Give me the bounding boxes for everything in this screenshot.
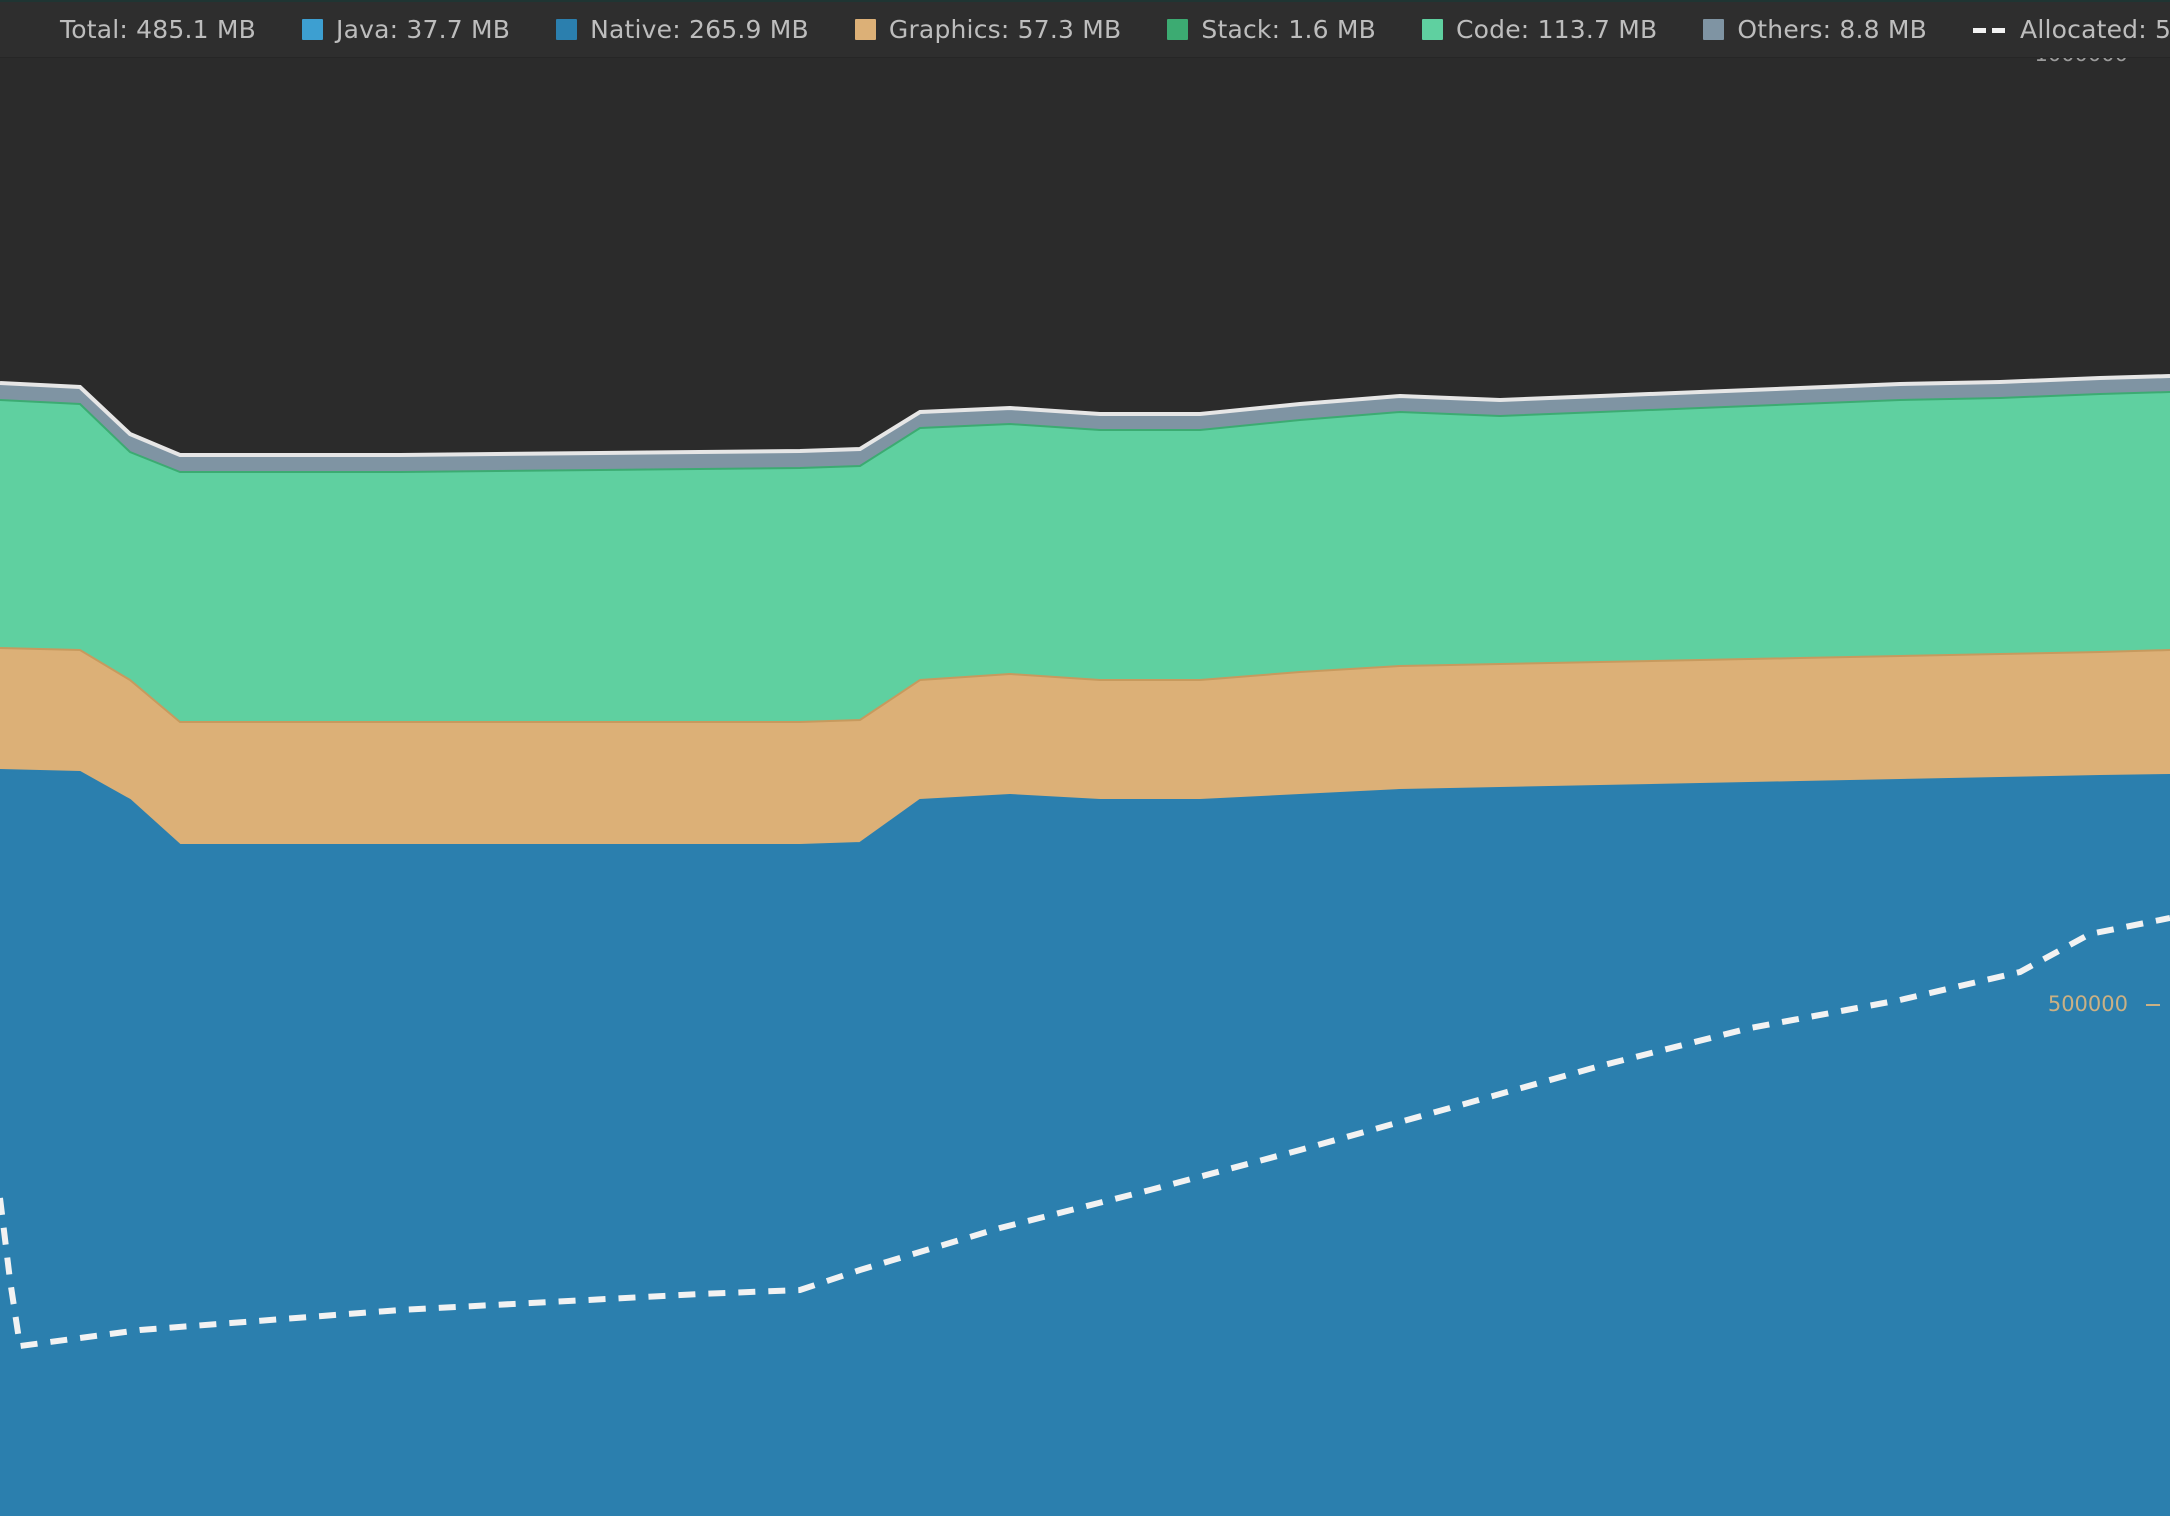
legend-native-label: Native: 265.9 MB [590, 15, 809, 44]
legend-native-swatch-icon [556, 19, 578, 40]
chart-legend: Total: 485.1 MB Java: 37.7 MB Native: 265.… [0, 0, 2170, 58]
dashed-line-icon [1973, 19, 2007, 40]
axis-tick-mid [2146, 1004, 2160, 1006]
area-outline-graphics [0, 647, 2170, 723]
allocated-dashed-line [0, 915, 2170, 1350]
legend-others[interactable]: Others: 8.8 MB [1703, 17, 1927, 42]
legend-graphics-swatch-icon [854, 19, 876, 40]
legend-others-swatch-icon [1703, 19, 1725, 40]
legend-stack[interactable]: Stack: 1.6 MB [1167, 17, 1376, 42]
legend-others-label: Others: 8.8 MB [1737, 15, 1928, 44]
stacked-area-layers [0, 374, 2170, 1516]
legend-total-label: Total: 485.1 MB [60, 15, 256, 44]
legend-code-label: Code: 113.7 MB [1456, 15, 1658, 44]
legend-allocated-label: Allocated: 575168 [2020, 15, 2170, 44]
area-outline-others [0, 374, 2170, 457]
legend-java-swatch-icon [302, 19, 323, 40]
legend-graphics-label: Graphics: 57.3 MB [888, 15, 1122, 44]
allocated-line-series [0, 915, 2170, 1350]
legend-allocated[interactable]: Allocated: 575168 [1973, 17, 2170, 42]
legend-native[interactable]: Native: 265.9 MB [556, 17, 809, 42]
legend-java-label: Java: 37.7 MB [336, 15, 511, 44]
legend-code-swatch-icon [1422, 19, 1443, 40]
area-band-native [0, 770, 2170, 1516]
legend-graphics[interactable]: Graphics: 57.3 MB [854, 15, 1122, 44]
legend-total[interactable]: Total: 485.1 MB [60, 17, 256, 42]
legend-code[interactable]: Code: 113.7 MB [1422, 17, 1657, 42]
area-outline-code [0, 391, 2170, 473]
legend-stack-label: Stack: 1.6 MB [1201, 15, 1376, 44]
legend-stack-swatch-icon [1167, 19, 1189, 40]
area-outline-native [0, 769, 2170, 846]
legend-java[interactable]: Java: 37.7 MB [302, 17, 510, 42]
